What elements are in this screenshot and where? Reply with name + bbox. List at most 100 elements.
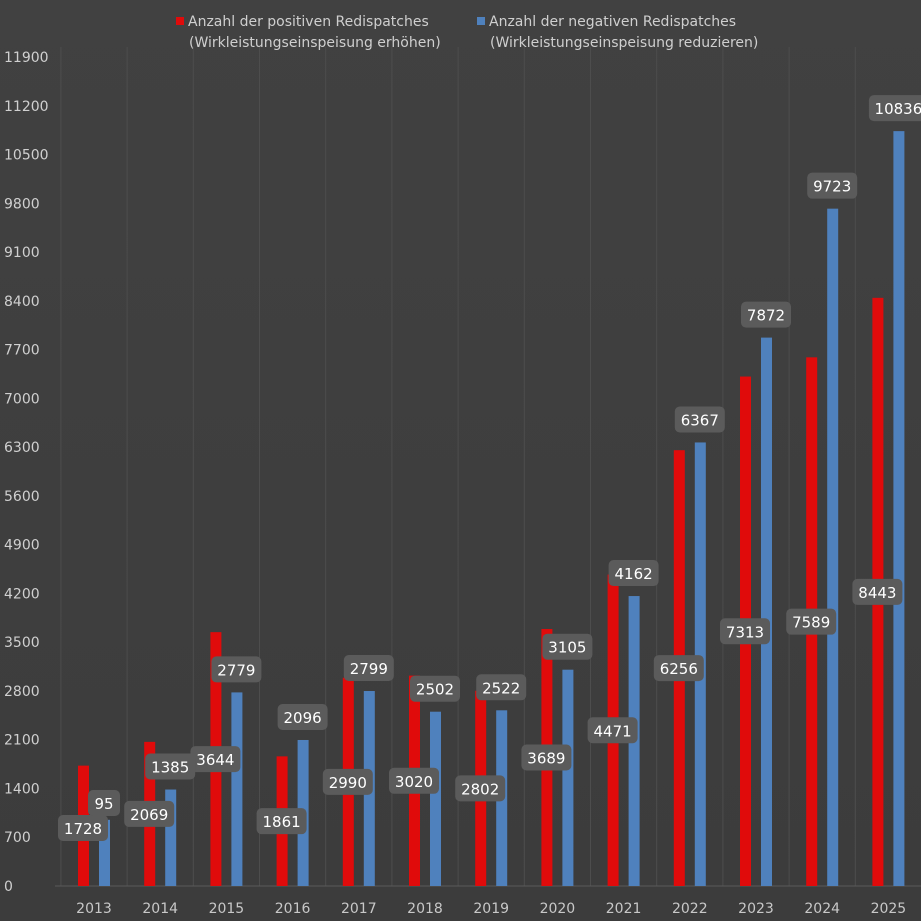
legend-item-positive: Anzahl der positiven Redispatches (Wirkl… <box>176 12 441 54</box>
data-label-box <box>322 768 373 795</box>
x-tick-label: 2024 <box>804 901 840 917</box>
data-label: 2522 <box>482 679 520 697</box>
data-label-box <box>343 655 394 682</box>
bar-negative <box>99 819 110 886</box>
y-tick-label: 6300 <box>4 440 40 456</box>
data-label-box <box>786 608 837 635</box>
legend-label-line2: (Wirkleistungseinspeisung erhöhen) <box>189 35 441 51</box>
data-label: 2502 <box>416 681 454 699</box>
x-tick-label: 2019 <box>473 901 509 917</box>
data-label: 3644 <box>196 751 234 769</box>
legend-swatch-red <box>176 17 184 25</box>
data-label-box <box>741 301 791 328</box>
data-label: 2990 <box>329 774 367 792</box>
y-tick-label: 9800 <box>4 196 40 212</box>
data-label: 2802 <box>461 780 499 798</box>
y-tick-label: 11900 <box>4 50 49 66</box>
data-label: 2799 <box>350 660 388 678</box>
data-label-box <box>389 767 439 794</box>
data-label-box <box>88 790 120 816</box>
y-tick-label: 5600 <box>4 489 40 505</box>
y-tick-label: 9100 <box>4 245 40 261</box>
x-tick-label: 2018 <box>407 901 443 917</box>
data-label-box <box>807 172 858 199</box>
data-label-box <box>608 560 659 587</box>
data-label-box <box>653 655 704 682</box>
data-label: 4471 <box>594 722 632 740</box>
data-label: 1728 <box>64 820 102 838</box>
data-label: 95 <box>94 795 113 813</box>
y-tick-label: 0 <box>4 879 13 895</box>
x-tick-label: 2015 <box>209 901 245 917</box>
data-label-box <box>190 746 241 773</box>
data-label: 4162 <box>615 565 653 583</box>
y-tick-label: 700 <box>4 830 31 846</box>
legend-label: Anzahl der negativen Redispatches <box>489 14 737 30</box>
x-tick-label: 2020 <box>540 901 576 917</box>
bar-negative <box>231 692 243 886</box>
y-tick-label: 4200 <box>4 586 40 602</box>
data-label: 6256 <box>660 660 698 678</box>
legend-swatch-blue <box>477 17 485 25</box>
data-label-box <box>868 95 921 122</box>
x-tick-label: 2014 <box>142 901 178 917</box>
data-label-box <box>455 775 506 802</box>
x-tick-label: 2016 <box>275 901 311 917</box>
data-label: 7872 <box>747 307 785 325</box>
x-tick-label: 2023 <box>738 901 774 917</box>
data-label: 1861 <box>263 813 301 831</box>
x-tick-label: 2025 <box>871 901 907 917</box>
data-label: 6367 <box>681 411 719 429</box>
y-tick-label: 1400 <box>4 781 40 797</box>
data-label: 2779 <box>217 661 255 679</box>
y-tick-label: 7700 <box>4 343 40 359</box>
data-label: 1385 <box>151 759 189 777</box>
y-tick-label: 2100 <box>4 733 40 749</box>
x-tick-label: 2021 <box>606 901 642 917</box>
data-label: 7313 <box>726 623 764 641</box>
data-label: 8443 <box>858 584 896 602</box>
data-label-box <box>58 815 108 841</box>
data-label: 9723 <box>813 178 851 196</box>
data-label-box <box>542 633 593 660</box>
y-tick-label: 3500 <box>4 635 40 651</box>
data-label-box <box>720 618 770 645</box>
data-label: 3020 <box>395 773 433 791</box>
y-tick-label: 4900 <box>4 538 40 554</box>
bar-negative <box>893 131 905 886</box>
y-tick-label: 7000 <box>4 391 40 407</box>
data-label-box <box>145 753 196 780</box>
x-tick-label: 2013 <box>76 901 112 917</box>
y-tick-label: 2800 <box>4 684 40 700</box>
data-label: 2096 <box>284 709 322 727</box>
data-label-box <box>852 578 903 605</box>
data-label: 3105 <box>548 639 586 657</box>
data-label: 3689 <box>527 750 565 768</box>
data-label-box <box>124 800 175 827</box>
data-label-box <box>587 717 638 744</box>
bar-negative <box>430 711 441 886</box>
data-label-box <box>674 406 725 433</box>
data-label: 10836 <box>875 100 921 118</box>
x-tick-label: 2022 <box>672 901 708 917</box>
data-label-box <box>211 656 262 683</box>
bar-negative <box>562 669 574 886</box>
x-tick-label: 2017 <box>341 901 377 917</box>
legend-label: Anzahl der positiven Redispatches <box>188 14 429 30</box>
y-tick-label: 8400 <box>4 294 40 310</box>
bar-negative <box>165 789 177 886</box>
data-label-box <box>256 808 307 835</box>
y-tick-label: 11200 <box>4 99 49 115</box>
data-label-box <box>521 744 572 771</box>
data-label: 2069 <box>130 806 168 824</box>
legend-item-negative: Anzahl der negativen Redispatches (Wirkl… <box>477 12 758 54</box>
bar-negative <box>761 337 772 886</box>
y-tick-label: 10500 <box>4 148 49 164</box>
data-label-box <box>277 703 328 730</box>
bar-negative <box>827 208 839 887</box>
legend-label-line2: (Wirkleistungseinspeisung reduzieren) <box>490 35 759 51</box>
data-label-box <box>410 675 460 702</box>
data-label: 7589 <box>792 614 830 632</box>
